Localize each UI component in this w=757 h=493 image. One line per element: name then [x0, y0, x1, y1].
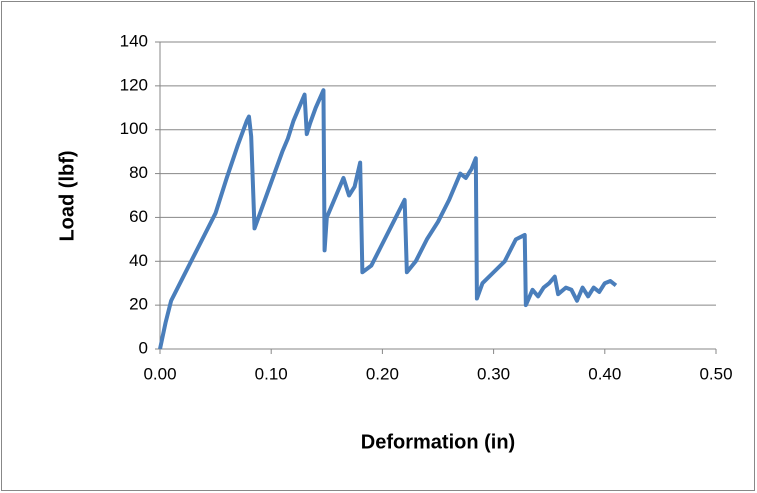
y-tick-label: 120 — [120, 75, 148, 94]
x-tick-label: 0.20 — [366, 364, 399, 383]
y-axis-label: Load (lbf) — [56, 150, 78, 241]
data-line — [158, 88, 618, 350]
y-tick-label: 80 — [129, 163, 148, 182]
x-tick-label: 0.30 — [477, 364, 510, 383]
y-tick-label: 60 — [129, 207, 148, 226]
x-tick-label: 0.50 — [699, 364, 732, 383]
x-tick-label: 0.40 — [588, 364, 621, 383]
y-tick-label: 0 — [139, 338, 148, 357]
y-tick-label: 40 — [129, 251, 148, 270]
y-tick-label: 20 — [129, 295, 148, 314]
x-tick-label: 0.00 — [143, 364, 176, 383]
y-tick-label: 140 — [120, 31, 148, 50]
x-axis-label: Deformation (in) — [361, 431, 515, 453]
y-tick-label: 100 — [120, 119, 148, 138]
x-tick-label: 0.10 — [255, 364, 288, 383]
